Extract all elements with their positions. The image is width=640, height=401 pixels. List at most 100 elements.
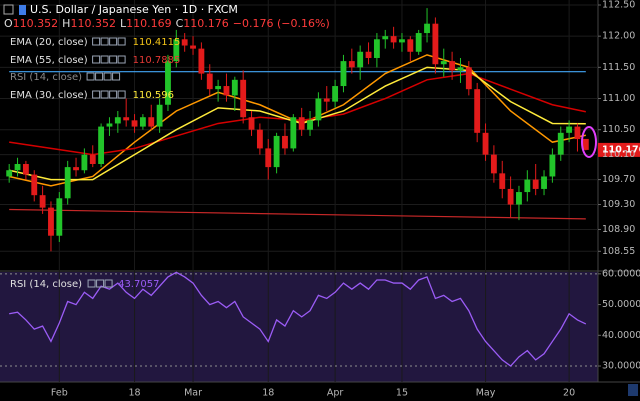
- candle-body: [56, 198, 63, 236]
- symbol-flag: [19, 5, 26, 15]
- candle-body: [81, 154, 88, 171]
- y-tick-label: 109.30: [602, 199, 635, 210]
- legend-icon[interactable]: [109, 90, 118, 99]
- y-tick-label: 60.0000: [602, 268, 640, 279]
- x-tick-label: 20: [563, 388, 575, 399]
- y-tick-label: 108.90: [602, 224, 635, 235]
- candle-body: [541, 176, 547, 189]
- candle-body: [165, 61, 171, 105]
- legend-icon[interactable]: [112, 72, 121, 81]
- candle-body: [549, 154, 556, 177]
- legend-icon[interactable]: [100, 37, 109, 46]
- candle-body: [566, 126, 573, 133]
- legend-icon[interactable]: [92, 37, 101, 46]
- candle-body: [206, 73, 213, 90]
- candle-body: [231, 79, 238, 96]
- candle-body: [457, 67, 464, 71]
- legend-icon[interactable]: [117, 37, 126, 46]
- last-price-tag: [598, 142, 640, 157]
- candle-body: [373, 39, 380, 58]
- candle-body: [332, 86, 339, 102]
- legend-value: 110.7885: [133, 55, 181, 66]
- legend-icon[interactable]: [100, 55, 109, 64]
- legend-value: 110.596: [133, 90, 174, 101]
- legend-icon[interactable]: [86, 72, 95, 81]
- candle-body: [482, 132, 489, 155]
- rsi-panel: [0, 272, 598, 382]
- candle-body: [574, 126, 581, 140]
- ohlc-value: 110.352: [70, 17, 116, 30]
- candle-body: [273, 135, 280, 168]
- legend-name: EMA (30, close): [10, 90, 88, 101]
- legend-icon[interactable]: [103, 72, 112, 81]
- candle-body: [298, 117, 305, 130]
- plot: [0, 0, 640, 382]
- candle-body: [390, 36, 397, 43]
- legend-icon[interactable]: [109, 55, 118, 64]
- x-tick-label: May: [476, 388, 496, 399]
- y-tick-label: 50.0000: [602, 299, 640, 310]
- candle-body: [248, 117, 255, 130]
- candle-body: [240, 79, 247, 118]
- legend-icon[interactable]: [92, 55, 101, 64]
- candle-body: [415, 33, 422, 52]
- candle-body: [382, 36, 389, 40]
- legend-icon[interactable]: [104, 279, 113, 288]
- rsi-legend-name: RSI (14, close): [10, 279, 82, 290]
- candle-body: [424, 23, 430, 34]
- legend-icon[interactable]: [95, 72, 104, 81]
- x-tick-label: Apr: [327, 388, 344, 399]
- candle-body: [131, 120, 138, 127]
- chart-title: U.S. Dollar / Japanese Yen · 1D · FXCM: [30, 3, 238, 16]
- legend-icon[interactable]: [100, 90, 109, 99]
- candle-body: [357, 51, 364, 68]
- candle-body: [557, 132, 564, 155]
- legend-icon[interactable]: [87, 279, 96, 288]
- candle-body: [265, 148, 272, 168]
- candle-body: [98, 126, 105, 164]
- candle-body: [532, 179, 539, 189]
- candle-body: [474, 89, 481, 133]
- legend-icon[interactable]: [96, 279, 105, 288]
- y-tick-label: 111.50: [602, 62, 635, 73]
- candle-body: [148, 117, 155, 127]
- y-tick-label: 109.70: [602, 174, 635, 185]
- legend-icon[interactable]: [109, 37, 118, 46]
- candle-body: [198, 48, 205, 74]
- x-tick-label: 18: [128, 388, 140, 399]
- ohlc-value: 110.169: [126, 17, 172, 30]
- candle-body: [14, 163, 21, 171]
- legend-icon[interactable]: [117, 90, 126, 99]
- rsi-line: [9, 271, 587, 367]
- candle-body: [6, 170, 13, 177]
- candle-body: [156, 104, 163, 127]
- candle-body: [48, 207, 54, 236]
- ohlc-value: 110.352: [13, 17, 59, 30]
- candle-body: [323, 98, 330, 102]
- candle-body: [215, 86, 222, 90]
- y-tick-label: 112.50: [602, 0, 635, 10]
- legend-icon[interactable]: [92, 90, 101, 99]
- candle-body: [315, 98, 322, 121]
- collapse-icon[interactable]: [3, 4, 14, 15]
- candle-body: [307, 120, 313, 130]
- x-tick-label: 15: [396, 388, 408, 399]
- settings-icon[interactable]: [628, 384, 638, 396]
- x-tick-label: Feb: [51, 388, 68, 399]
- candle-body: [181, 39, 188, 46]
- highlight-ellipse: [581, 126, 597, 158]
- candle-body: [432, 23, 439, 65]
- candle-body: [490, 154, 497, 174]
- y-tick-label: 108.55: [602, 246, 635, 257]
- candle-body: [365, 51, 372, 58]
- candle-body: [582, 138, 589, 150]
- candle-body: [507, 188, 514, 205]
- candle-body: [39, 195, 46, 208]
- ohlc-label: H: [62, 17, 70, 30]
- legend-icon[interactable]: [117, 55, 126, 64]
- y-tick-label: 112.00: [602, 31, 635, 42]
- legend-name: RSI (14, close): [10, 72, 82, 83]
- y-tick-label: 30.0000: [602, 361, 640, 372]
